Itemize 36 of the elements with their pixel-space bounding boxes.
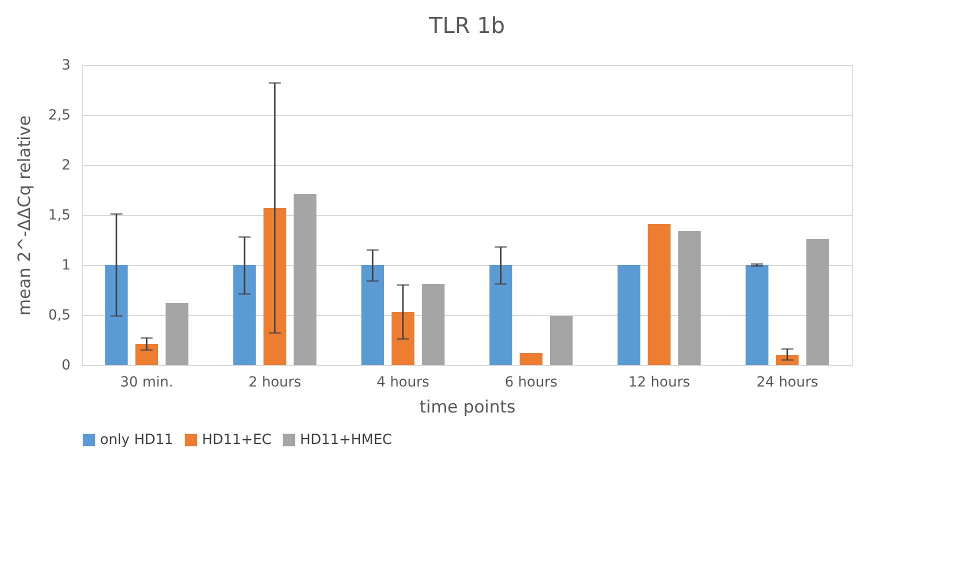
bar <box>166 303 188 365</box>
legend-label: HD11+EC <box>202 432 272 448</box>
y-tick-label: 1 <box>62 258 70 274</box>
bar <box>422 284 445 365</box>
bar <box>392 312 414 365</box>
bar <box>105 265 128 365</box>
bar <box>294 194 316 365</box>
bar <box>746 265 768 365</box>
bar <box>618 265 640 365</box>
bar <box>263 208 286 365</box>
bar <box>520 353 542 365</box>
bar <box>135 344 158 365</box>
legend-label: HD11+HMEC <box>300 432 392 448</box>
y-tick-label: 0 <box>62 358 70 374</box>
bar <box>648 224 671 365</box>
y-axis-title: mean 2^-ΔΔCq relative <box>15 115 36 316</box>
x-tick-label: 4 hours <box>376 374 430 390</box>
bar <box>550 316 573 365</box>
x-tick-label: 12 hours <box>628 374 690 390</box>
y-tick-label: 1,5 <box>48 208 70 224</box>
x-tick-label: 30 min. <box>120 374 174 390</box>
bar <box>678 231 701 365</box>
bar <box>361 265 384 365</box>
y-tick-label: 0,5 <box>48 308 70 324</box>
bar <box>806 239 829 365</box>
x-tick-label: 24 hours <box>756 374 818 390</box>
y-tick-label: 3 <box>62 58 70 74</box>
legend-label: only HD11 <box>100 432 174 448</box>
y-tick-label: 2,5 <box>48 108 70 124</box>
x-axis-title: time points <box>419 398 516 418</box>
x-tick-label: 2 hours <box>248 374 302 390</box>
chart-title: TLR 1b <box>428 14 505 39</box>
bar <box>233 265 256 365</box>
x-tick-label: 6 hours <box>504 374 558 390</box>
y-tick-label: 2 <box>62 158 70 174</box>
bar <box>489 265 512 365</box>
